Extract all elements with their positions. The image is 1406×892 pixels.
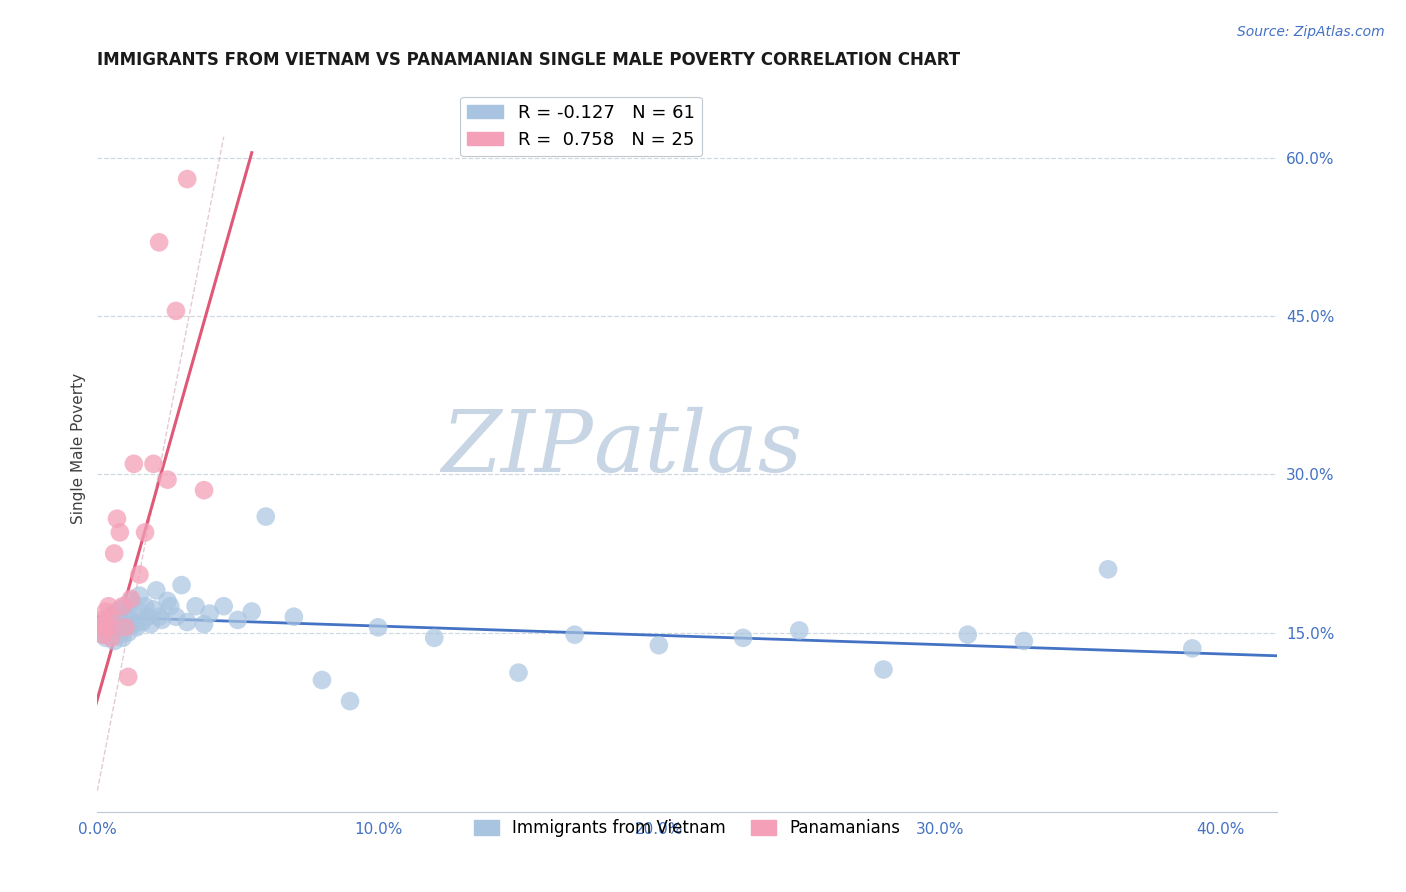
- Point: [97, 599, 120, 614]
- Y-axis label: Single Male Poverty: Single Male Poverty: [72, 373, 86, 524]
- Point: [94, 617, 117, 632]
- Point: [212, 599, 235, 614]
- Point: [91, 628, 114, 642]
- Point: [89, 620, 111, 634]
- Point: [142, 457, 165, 471]
- Point: [120, 594, 142, 608]
- Point: [423, 631, 446, 645]
- Point: [100, 625, 122, 640]
- Point: [134, 599, 156, 614]
- Point: [105, 620, 128, 634]
- Point: [165, 304, 187, 318]
- Point: [139, 617, 162, 632]
- Point: [105, 605, 128, 619]
- Point: [108, 602, 131, 616]
- Point: [136, 609, 159, 624]
- Point: [1097, 562, 1119, 576]
- Point: [508, 665, 530, 680]
- Point: [254, 509, 277, 524]
- Point: [103, 607, 125, 621]
- Point: [134, 525, 156, 540]
- Point: [108, 628, 131, 642]
- Point: [193, 617, 215, 632]
- Point: [311, 673, 333, 687]
- Point: [120, 591, 142, 606]
- Point: [128, 605, 150, 619]
- Point: [117, 625, 139, 640]
- Point: [176, 172, 198, 186]
- Point: [128, 589, 150, 603]
- Point: [122, 617, 145, 632]
- Point: [111, 599, 134, 614]
- Text: ZIP: ZIP: [440, 407, 592, 490]
- Point: [94, 631, 117, 645]
- Point: [131, 615, 153, 629]
- Point: [111, 631, 134, 645]
- Point: [91, 628, 114, 642]
- Point: [150, 613, 173, 627]
- Point: [105, 511, 128, 525]
- Point: [114, 620, 136, 634]
- Point: [193, 483, 215, 498]
- Point: [120, 613, 142, 627]
- Point: [787, 624, 810, 638]
- Point: [1012, 634, 1035, 648]
- Point: [198, 607, 221, 621]
- Point: [148, 609, 170, 624]
- Point: [159, 599, 181, 614]
- Point: [117, 607, 139, 621]
- Text: atlas: atlas: [592, 407, 801, 490]
- Point: [564, 628, 586, 642]
- Point: [114, 620, 136, 634]
- Point: [226, 613, 249, 627]
- Point: [142, 602, 165, 616]
- Point: [156, 473, 179, 487]
- Legend: Immigrants from Vietnam, Panamanians: Immigrants from Vietnam, Panamanians: [467, 813, 907, 844]
- Text: Source: ZipAtlas.com: Source: ZipAtlas.com: [1237, 25, 1385, 39]
- Point: [122, 457, 145, 471]
- Point: [97, 613, 120, 627]
- Point: [184, 599, 207, 614]
- Point: [283, 609, 305, 624]
- Point: [148, 235, 170, 250]
- Point: [176, 615, 198, 629]
- Point: [117, 670, 139, 684]
- Point: [1181, 641, 1204, 656]
- Point: [733, 631, 755, 645]
- Point: [89, 620, 111, 634]
- Point: [156, 594, 179, 608]
- Point: [240, 605, 263, 619]
- Point: [111, 615, 134, 629]
- Point: [145, 583, 167, 598]
- Point: [125, 620, 148, 634]
- Point: [97, 620, 120, 634]
- Point: [872, 663, 894, 677]
- Point: [97, 617, 120, 632]
- Point: [100, 631, 122, 645]
- Point: [108, 525, 131, 540]
- Point: [100, 609, 122, 624]
- Point: [367, 620, 389, 634]
- Point: [94, 605, 117, 619]
- Point: [648, 638, 671, 652]
- Text: IMMIGRANTS FROM VIETNAM VS PANAMANIAN SINGLE MALE POVERTY CORRELATION CHART: IMMIGRANTS FROM VIETNAM VS PANAMANIAN SI…: [97, 51, 960, 69]
- Point: [94, 615, 117, 629]
- Point: [956, 628, 979, 642]
- Point: [91, 613, 114, 627]
- Point: [165, 609, 187, 624]
- Point: [114, 599, 136, 614]
- Point: [339, 694, 361, 708]
- Point: [103, 634, 125, 648]
- Point: [128, 567, 150, 582]
- Point: [103, 546, 125, 560]
- Point: [170, 578, 193, 592]
- Point: [100, 609, 122, 624]
